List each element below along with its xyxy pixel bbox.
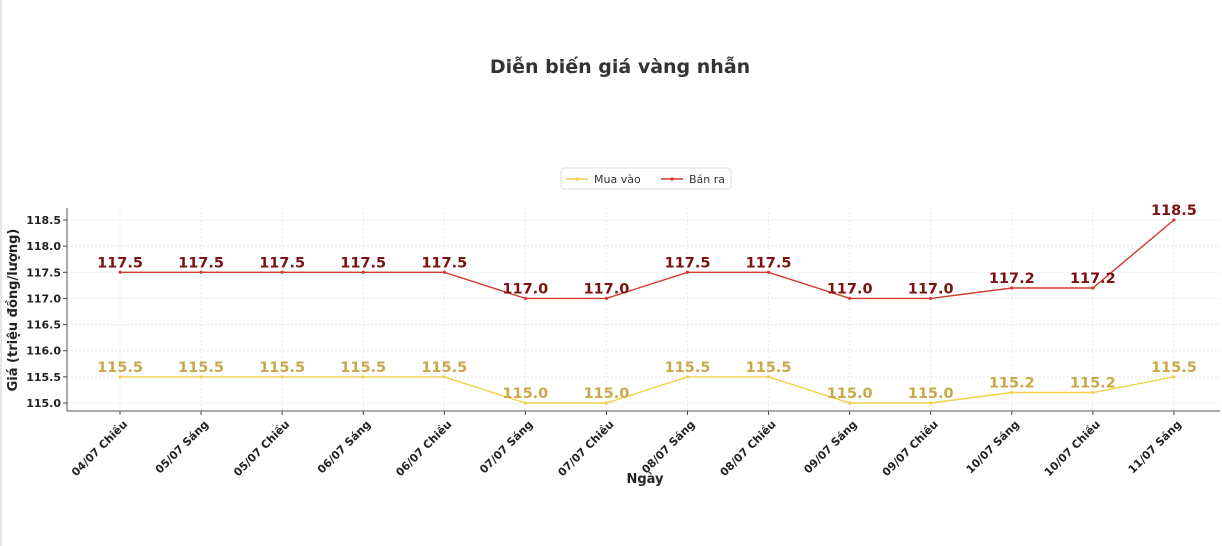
data-point-mua-vao	[604, 401, 609, 405]
data-label-mua-vao: 115.5	[1151, 360, 1197, 376]
y-tick-label: 118.0	[26, 240, 61, 253]
x-tick-label: 10/07 Chiều	[1042, 418, 1103, 479]
data-point-mua-vao	[766, 375, 771, 379]
y-tick-label: 116.0	[26, 345, 61, 358]
legend: Mua vào Bán ra	[560, 167, 732, 190]
data-point-ban-ra	[604, 296, 609, 301]
y-tick-label: 118.5	[26, 214, 61, 227]
data-label-mua-vao: 115.5	[421, 360, 467, 376]
x-tick-label: 08/07 Sáng	[639, 418, 697, 476]
y-tick-label: 115.5	[26, 371, 61, 384]
data-point-mua-vao	[199, 375, 203, 379]
data-label-mua-vao: 115.0	[827, 386, 873, 402]
data-point-mua-vao	[118, 375, 122, 379]
data-label-mua-vao: 115.5	[259, 360, 305, 376]
data-point-mua-vao	[280, 375, 284, 379]
x-tick-label: 07/07 Sáng	[477, 418, 535, 476]
data-label-ban-ra: 117.5	[178, 255, 224, 271]
data-label-mua-vao: 115.2	[1070, 376, 1116, 392]
data-point-mua-vao	[442, 375, 446, 379]
series-line-ban-ra	[120, 219, 1175, 300]
legend-marker-mua-vao	[575, 177, 579, 181]
legend-marker-ban-ra	[670, 177, 674, 181]
data-label-ban-ra: 117.0	[502, 281, 548, 297]
data-point-ban-ra	[929, 296, 933, 301]
left-edge-border	[0, 0, 2, 546]
x-tick-label: 05/07 Sáng	[153, 418, 211, 476]
data-label-ban-ra: 117.5	[259, 255, 305, 271]
data-point-mua-vao	[1091, 390, 1095, 395]
y-tick-label: 116.5	[26, 319, 61, 332]
legend-label-mua-vao: Mua vào	[594, 173, 641, 186]
data-label-ban-ra: 117.0	[583, 281, 629, 297]
x-tick-label: 10/07 Sáng	[964, 418, 1022, 476]
data-point-mua-vao	[1010, 390, 1014, 395]
data-label-ban-ra: 117.5	[746, 255, 792, 271]
data-label-ban-ra: 117.5	[97, 255, 143, 271]
y-tick-label: 117.5	[26, 266, 61, 279]
x-tick-label: 08/07 Chiều	[718, 418, 779, 479]
x-tick-label: 09/07 Sáng	[801, 418, 859, 476]
data-label-mua-vao: 115.0	[583, 386, 629, 402]
data-label-ban-ra: 117.0	[908, 281, 954, 297]
series-line-mua-vao	[120, 376, 1175, 404]
data-point-mua-vao	[929, 401, 933, 405]
data-point-mua-vao	[848, 401, 852, 405]
x-tick-label: 09/07 Chiều	[880, 418, 941, 479]
data-label-mua-vao: 115.0	[502, 386, 548, 402]
data-label-mua-vao: 115.0	[908, 386, 954, 402]
x-tick-label: 05/07 Chiều	[231, 418, 292, 479]
y-tick-label: 115.0	[26, 397, 61, 410]
x-tick-labels: 04/07 Chiều 05/07 Sáng 05/07 Chiều 06/07 Sá…	[69, 418, 1184, 479]
data-label-mua-vao: 115.5	[665, 360, 711, 376]
y-tick-label: 117.0	[26, 292, 61, 305]
y-axis-label: Giá (triệu đồng/lượng)	[6, 229, 21, 392]
data-point-mua-vao	[523, 401, 527, 405]
data-point-ban-ra	[523, 296, 527, 301]
data-label-mua-vao: 115.2	[989, 376, 1035, 392]
data-label-mua-vao: 115.5	[746, 360, 792, 376]
data-label-ban-ra: 117.5	[421, 255, 467, 271]
legend-box	[560, 167, 732, 190]
data-point-mua-vao	[361, 375, 365, 379]
legend-label-ban-ra: Bán ra	[689, 173, 725, 186]
data-point-ban-ra	[848, 296, 852, 301]
data-point-mua-vao	[685, 375, 690, 379]
data-point-ban-ra	[1010, 286, 1014, 290]
data-point-ban-ra	[118, 270, 122, 274]
data-labels: 115.5 115.5 115.5 115.5 115.5 115.0 115.0 115.5…	[97, 203, 1197, 402]
data-point-ban-ra	[1091, 286, 1095, 290]
data-point-ban-ra	[199, 270, 203, 274]
data-label-ban-ra: 117.5	[665, 255, 711, 271]
x-tick-label: 06/07 Chiều	[393, 418, 454, 479]
series-lines	[118, 218, 1176, 405]
data-label-ban-ra: 117.2	[989, 271, 1035, 287]
axes	[63, 208, 1220, 415]
data-point-ban-ra	[766, 270, 771, 274]
data-label-mua-vao: 115.5	[178, 360, 224, 376]
data-label-ban-ra: 117.0	[827, 281, 873, 297]
data-point-ban-ra	[361, 270, 365, 274]
grid-lines	[67, 208, 1220, 411]
data-point-ban-ra	[1172, 218, 1176, 222]
data-point-ban-ra	[442, 270, 446, 274]
x-axis-label: Ngày	[626, 472, 664, 487]
data-point-ban-ra	[280, 270, 284, 274]
chart-title: Diễn biến giá vàng nhẫn	[489, 56, 751, 78]
data-point-ban-ra	[685, 270, 690, 274]
data-label-mua-vao: 115.5	[97, 360, 143, 376]
data-label-ban-ra: 117.2	[1070, 271, 1116, 287]
x-tick-label: 06/07 Sáng	[315, 418, 373, 476]
x-tick-label: 04/07 Chiều	[69, 418, 130, 479]
y-tick-labels: 115.0 115.5 116.0 116.5 117.0 117.5 118.0 118.5	[26, 214, 61, 410]
data-point-mua-vao	[1172, 375, 1176, 379]
x-tick-label: 07/07 Chiều	[555, 418, 616, 479]
x-tick-label: 11/07 Sáng	[1126, 418, 1184, 476]
data-label-ban-ra: 118.5	[1151, 203, 1197, 219]
data-label-ban-ra: 117.5	[340, 255, 386, 271]
data-label-mua-vao: 115.5	[340, 360, 386, 376]
